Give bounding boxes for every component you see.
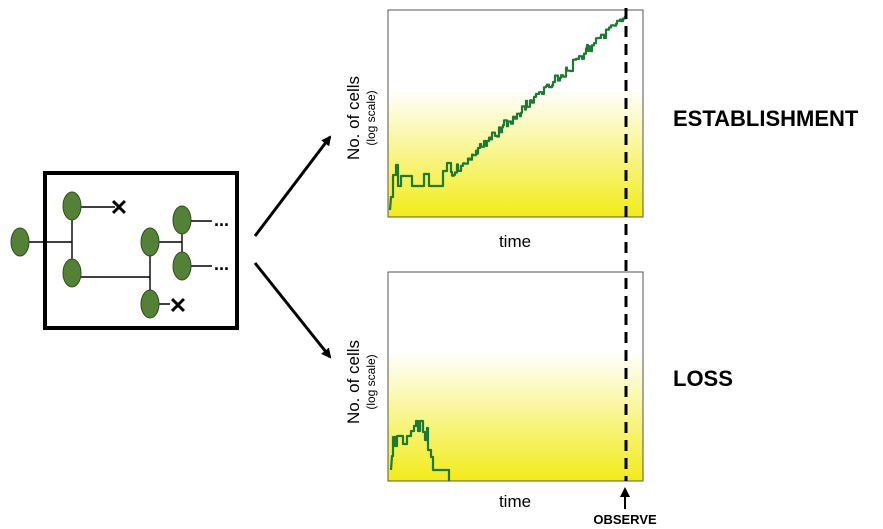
death-mark-icon: ✕: [110, 195, 128, 220]
arrow-to-establishment: [253, 135, 332, 237]
death-mark-icon: ✕: [169, 293, 187, 318]
y-axis-label: No. of cells: [344, 340, 363, 424]
plot-area: [387, 9, 644, 218]
x-axis-label: time: [499, 232, 531, 251]
outcome-label: LOSS: [673, 366, 733, 391]
x-axis-label: time: [499, 492, 531, 511]
cell-gen3-top: [172, 205, 192, 235]
panel-establishment: No. of cells (log scale) time ESTABLISHM…: [344, 9, 859, 251]
cell-gen2-top: [140, 227, 160, 257]
lineage-tree: ✕ ✕ ... ...: [10, 171, 239, 330]
observe-label: OBSERVE: [593, 512, 657, 527]
cell-gen3-bottom: [172, 251, 192, 281]
panel-loss: No. of cells (log scale) time LOSS: [344, 271, 733, 511]
arrow-to-loss: [253, 262, 332, 359]
cell-gen2-bottom: [140, 289, 160, 319]
y-axis-label: No. of cells: [344, 76, 363, 160]
cell-count-trace: [389, 419, 451, 481]
cell-count-trace: [388, 16, 627, 211]
cell-gen1-bottom: [62, 258, 82, 288]
cell-gen1-top: [62, 191, 82, 221]
cell-root: [10, 227, 30, 257]
y-axis-note: (log scale): [364, 354, 378, 409]
y-axis-note: (log scale): [364, 90, 378, 145]
outcome-label: ESTABLISHMENT: [673, 106, 859, 131]
continuation-ellipsis: ...: [214, 254, 229, 274]
continuation-ellipsis: ...: [214, 210, 229, 230]
plot-area: [387, 271, 644, 482]
